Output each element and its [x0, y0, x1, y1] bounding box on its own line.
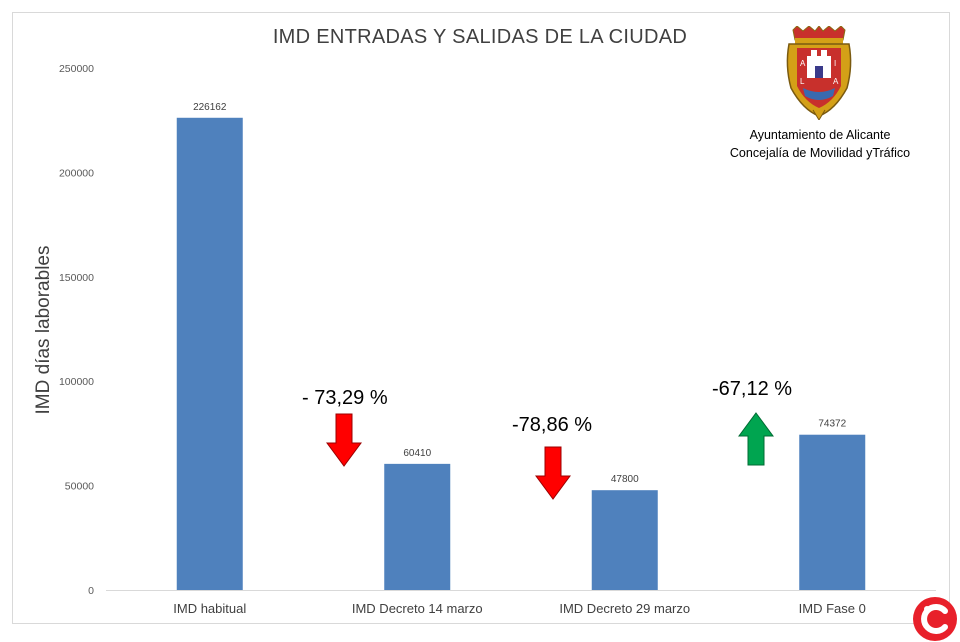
organization-name: Ayuntamiento de Alicante — [749, 128, 891, 142]
organization-label: Ayuntamiento de Alicante Concejalía de M… — [700, 126, 940, 162]
bar — [799, 434, 866, 590]
publisher-badge-logo — [913, 597, 957, 641]
svg-text:A: A — [800, 59, 806, 68]
y-tick-label: 150000 — [59, 272, 94, 284]
bar — [176, 117, 243, 590]
annotation-decreto-29: -78,86 % — [512, 414, 593, 436]
x-tick-label: IMD habitual — [173, 601, 246, 616]
y-tick-label: 200000 — [59, 167, 94, 179]
down-arrow-icon — [326, 413, 362, 467]
data-label: 226162 — [193, 102, 227, 113]
annotation-fase-0: -67,12 % — [712, 378, 793, 400]
svg-text:I: I — [834, 59, 836, 68]
chart-frame — [12, 12, 950, 624]
coat-of-arms-logo: A I L A — [786, 26, 852, 120]
x-tick-label: IMD Decreto 14 marzo — [352, 601, 483, 616]
y-tick-label: 250000 — [59, 63, 94, 75]
up-arrow-icon — [738, 412, 774, 466]
y-tick-label: 100000 — [59, 376, 94, 388]
down-arrow-icon — [535, 446, 571, 500]
bar — [384, 463, 451, 590]
y-tick-label: 50000 — [65, 481, 94, 493]
bar — [591, 490, 658, 590]
y-tick-label: 0 — [88, 585, 94, 597]
data-label: 74372 — [818, 419, 846, 430]
data-label: 60410 — [403, 448, 431, 459]
chart-title: IMD ENTRADAS Y SALIDAS DE LA CIUDAD — [272, 26, 688, 48]
annotation-decreto-14: - 73,29 % — [302, 387, 388, 409]
x-tick-label: IMD Fase 0 — [799, 601, 866, 616]
svg-text:A: A — [833, 77, 839, 86]
svg-text:L: L — [800, 77, 805, 86]
x-tick-label: IMD Decreto 29 marzo — [559, 601, 690, 616]
data-label: 47800 — [611, 474, 639, 485]
organization-department: Concejalía de Movilidad yTráfico — [729, 146, 911, 160]
